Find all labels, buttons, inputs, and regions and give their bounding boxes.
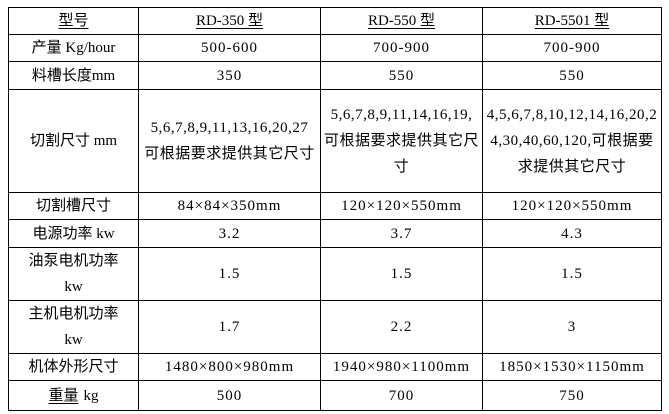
header-model-2-cell: RD-550 型 xyxy=(320,7,483,35)
row-cutting-slot-size: 切割槽尺寸 84×84×350mm 120×120×550mm 120×120×… xyxy=(8,192,662,220)
row-cutting-slot-size-value-2: 120×120×550mm xyxy=(320,192,483,220)
header-model-1: RD-350 型 xyxy=(195,13,264,29)
row-oil-pump-motor-power-value-2: 1.5 xyxy=(320,247,483,301)
row-weight-label-text: 重量 xyxy=(48,387,79,404)
row-output-value-2: 700-900 xyxy=(320,34,483,62)
header-model-2: RD-550 型 xyxy=(367,13,436,29)
product-spec-table: 型号 RD-350 型 RD-550 型 RD-5501 型 产量 Kg/hou… xyxy=(8,7,662,411)
row-cutting-size-value-3: 4,5,6,7,8,10,12,14,16,20,24,30,40,60,120… xyxy=(482,89,662,193)
row-weight-value-3: 750 xyxy=(482,380,662,411)
row-cutting-size: 切割尺寸 mm 5,6,7,8,9,11,13,16,20,27 可根据要求提供… xyxy=(8,89,662,193)
row-power: 电源功率 kw 3.2 3.7 4.3 xyxy=(8,219,662,248)
row-trough-length-label: 料槽长度mm xyxy=(8,61,139,90)
row-output: 产量 Kg/hour 500-600 700-900 700-900 xyxy=(8,34,662,62)
row-main-motor-power-value-2: 2.2 xyxy=(320,300,483,354)
row-main-motor-power-value-3: 3 xyxy=(482,300,662,354)
row-oil-pump-motor-power-value-1: 1.5 xyxy=(138,247,321,301)
row-power-label: 电源功率 kw xyxy=(8,219,139,248)
row-output-value-1: 500-600 xyxy=(138,34,321,62)
row-weight-value-1: 500 xyxy=(138,380,321,411)
row-cutting-slot-size-label: 切割槽尺寸 xyxy=(8,192,139,220)
row-weight-label-unit: kg xyxy=(83,387,99,404)
row-machine-dimensions-value-1: 1480×800×980mm xyxy=(138,353,321,381)
row-power-value-2: 3.7 xyxy=(320,219,483,248)
row-power-value-1: 3.2 xyxy=(138,219,321,248)
row-cutting-size-value-2: 5,6,7,8,9,11,14,16,19,可根据要求提供其它尺寸 xyxy=(320,89,483,193)
row-trough-length: 料槽长度mm 350 550 550 xyxy=(8,61,662,90)
row-main-motor-power-value-1: 1.7 xyxy=(138,300,321,354)
row-output-label: 产量 Kg/hour xyxy=(8,34,139,62)
header-model-label: 型号 xyxy=(58,13,89,29)
header-row: 型号 RD-350 型 RD-550 型 RD-5501 型 xyxy=(8,7,662,35)
row-cutting-slot-size-value-3: 120×120×550mm xyxy=(482,192,662,220)
row-cutting-size-value-1: 5,6,7,8,9,11,13,16,20,27 可根据要求提供其它尺寸 xyxy=(138,89,321,193)
row-cutting-size-label: 切割尺寸 mm xyxy=(8,89,139,193)
row-cutting-slot-size-value-1: 84×84×350mm xyxy=(138,192,321,220)
row-main-motor-power-label: 主机电机功率 kw xyxy=(8,300,139,354)
row-trough-length-value-2: 550 xyxy=(320,61,483,90)
header-model-label-cell: 型号 xyxy=(8,7,139,35)
header-model-3: RD-5501 型 xyxy=(534,13,610,29)
row-oil-pump-motor-power-value-3: 1.5 xyxy=(482,247,662,301)
row-trough-length-value-1: 350 xyxy=(138,61,321,90)
row-machine-dimensions-label: 机体外形尺寸 xyxy=(8,353,139,381)
header-model-3-cell: RD-5501 型 xyxy=(482,7,662,35)
header-model-1-cell: RD-350 型 xyxy=(138,7,321,35)
row-machine-dimensions-value-3: 1850×1530×1150mm xyxy=(482,353,662,381)
row-main-motor-power: 主机电机功率 kw 1.7 2.2 3 xyxy=(8,300,662,354)
row-weight-value-2: 700 xyxy=(320,380,483,411)
row-weight-label: 重量 kg xyxy=(8,380,139,411)
row-power-value-3: 4.3 xyxy=(482,219,662,248)
row-machine-dimensions-value-2: 1940×980×1100mm xyxy=(320,353,483,381)
row-output-value-3: 700-900 xyxy=(482,34,662,62)
row-trough-length-value-3: 550 xyxy=(482,61,662,90)
row-oil-pump-motor-power-label: 油泵电机功率 kw xyxy=(8,247,139,301)
row-weight: 重量 kg 500 700 750 xyxy=(8,380,662,411)
row-oil-pump-motor-power: 油泵电机功率 kw 1.5 1.5 1.5 xyxy=(8,247,662,301)
row-machine-dimensions: 机体外形尺寸 1480×800×980mm 1940×980×1100mm 18… xyxy=(8,353,662,381)
